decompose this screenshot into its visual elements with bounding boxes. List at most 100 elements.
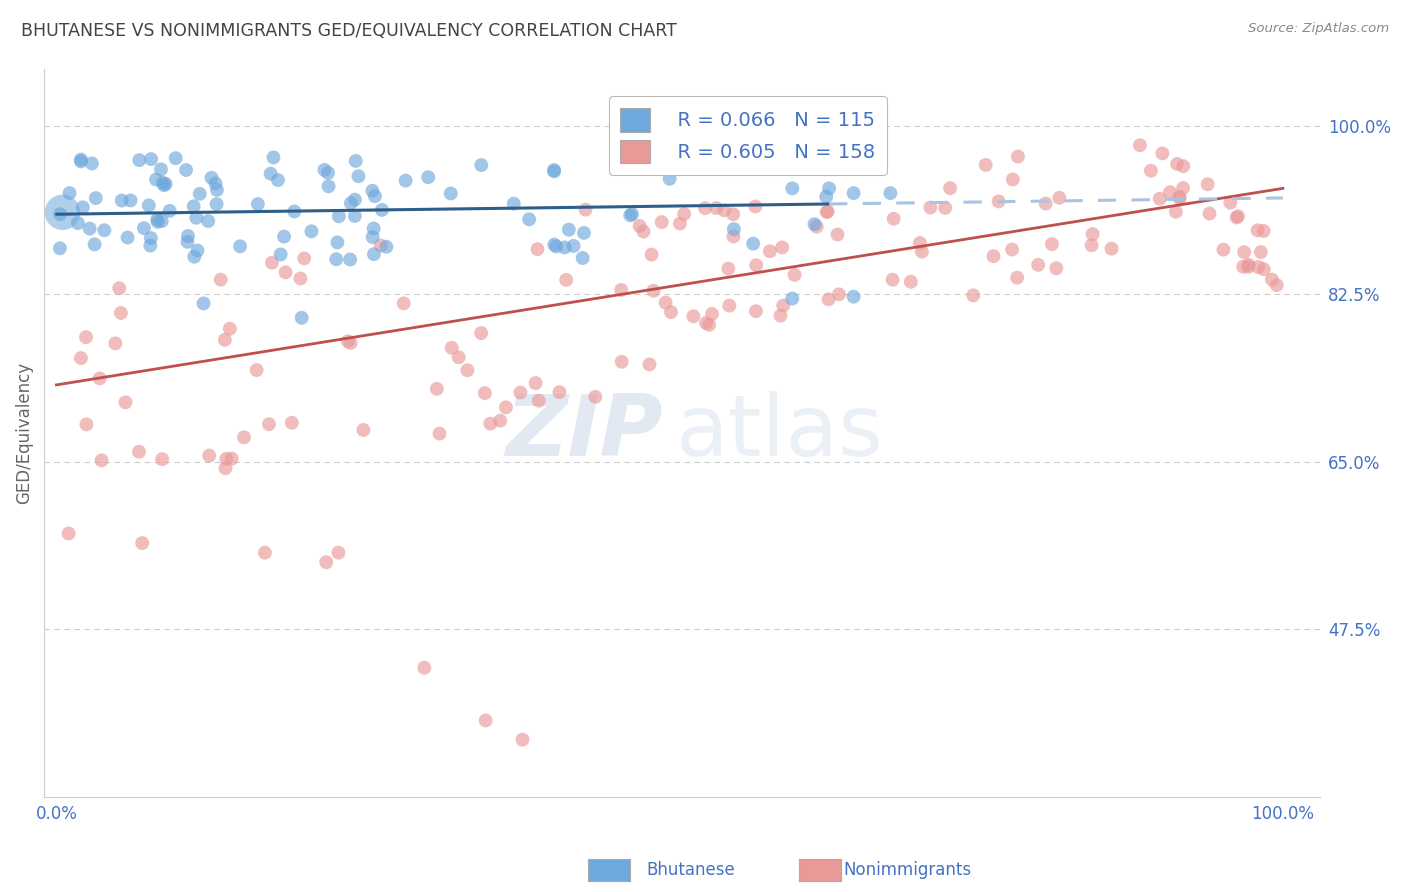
Point [562, 239, 585, 253]
Point [495, 401, 517, 415]
Point [214, 461, 236, 475]
Point [682, 310, 704, 324]
Point [205, 197, 228, 211]
Point [89, 371, 111, 385]
Point [658, 171, 681, 186]
Point [769, 309, 792, 323]
Point [1026, 258, 1049, 272]
Point [1129, 138, 1152, 153]
Point [193, 296, 215, 310]
Point [274, 265, 297, 279]
Point [502, 196, 524, 211]
Point [1212, 243, 1234, 257]
Point [218, 322, 240, 336]
Point [58, 186, 80, 200]
Point [558, 222, 581, 236]
Point [326, 235, 349, 250]
Point [1007, 150, 1029, 164]
Point [1001, 172, 1024, 186]
Point [456, 363, 478, 377]
Point [146, 212, 169, 227]
Legend:   R = 0.066   N = 115,   R = 0.605   N = 158: R = 0.066 N = 115, R = 0.605 N = 158 [609, 96, 887, 175]
Point [361, 184, 384, 198]
Point [149, 162, 172, 177]
Point [328, 209, 350, 223]
Point [633, 225, 655, 239]
Point [375, 240, 398, 254]
Point [1047, 191, 1070, 205]
Point [229, 239, 252, 253]
Point [610, 283, 633, 297]
Point [1232, 260, 1254, 274]
Point [780, 292, 803, 306]
Point [343, 193, 366, 207]
Point [744, 199, 766, 213]
Point [153, 178, 176, 193]
Point [543, 164, 565, 178]
Point [413, 661, 436, 675]
Point [815, 205, 838, 219]
Point [221, 451, 243, 466]
Point [111, 194, 134, 208]
Point [150, 214, 173, 228]
Point [104, 336, 127, 351]
Point [214, 333, 236, 347]
Point [1253, 262, 1275, 277]
Point [695, 316, 717, 330]
Point [233, 430, 256, 444]
Point [828, 287, 851, 301]
Point [262, 150, 284, 164]
Point [155, 177, 177, 191]
Point [176, 235, 198, 249]
Point [183, 250, 205, 264]
Point [673, 207, 696, 221]
Point [1005, 270, 1028, 285]
Point [548, 385, 571, 400]
Point [717, 261, 740, 276]
Point [772, 299, 794, 313]
Point [713, 203, 735, 218]
Point [429, 426, 451, 441]
Point [517, 212, 540, 227]
Point [128, 444, 150, 458]
Point [1226, 211, 1249, 225]
Text: atlas: atlas [675, 392, 883, 475]
Point [509, 385, 531, 400]
Point [260, 256, 283, 270]
Point [697, 318, 720, 332]
Point [246, 363, 269, 377]
Point [574, 202, 596, 217]
Point [139, 238, 162, 252]
Point [361, 230, 384, 244]
Point [139, 152, 162, 166]
Point [583, 390, 606, 404]
Point [246, 197, 269, 211]
Point [1164, 204, 1187, 219]
Point [1166, 157, 1188, 171]
Point [695, 201, 717, 215]
Point [49, 207, 72, 221]
Point [301, 224, 323, 238]
Text: BHUTANESE VS NONIMMIGRANTS GED/EQUIVALENCY CORRELATION CHART: BHUTANESE VS NONIMMIGRANTS GED/EQUIVALEN… [21, 22, 676, 40]
Point [879, 186, 901, 201]
Point [108, 281, 131, 295]
Point [392, 296, 415, 310]
Point [1152, 146, 1174, 161]
Point [934, 201, 956, 215]
Point [654, 295, 676, 310]
Point [770, 240, 793, 254]
Point [908, 235, 931, 250]
Point [70, 154, 93, 169]
Point [806, 219, 828, 234]
Point [110, 306, 132, 320]
Point [987, 194, 1010, 209]
Point [165, 151, 187, 165]
Point [619, 208, 641, 222]
Point [543, 237, 565, 252]
Point [183, 199, 205, 213]
Point [159, 203, 181, 218]
Point [1198, 206, 1220, 220]
Point [84, 191, 107, 205]
Point [352, 423, 374, 437]
Point [974, 158, 997, 172]
